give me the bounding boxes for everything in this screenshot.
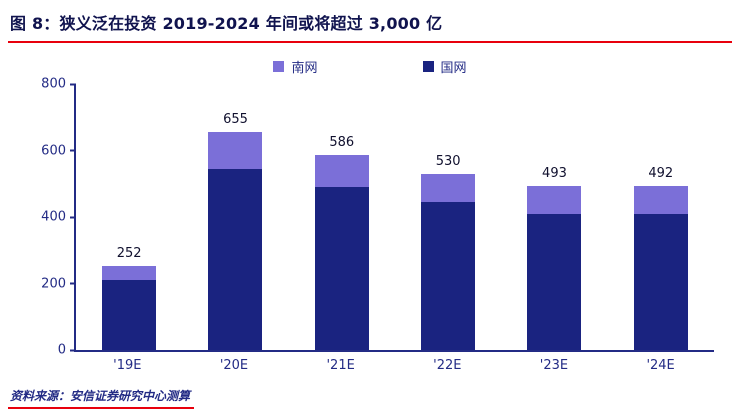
bar-segment-国网: [527, 213, 582, 350]
bar-segment-国网: [421, 202, 476, 350]
bar-segment-南网: [208, 132, 263, 169]
bar-segment-国网: [633, 213, 688, 350]
bar-stack: [633, 186, 688, 350]
y-tick-label: 800: [41, 76, 66, 92]
bar-stack: [527, 186, 582, 350]
y-tick-200: 200: [32, 276, 76, 291]
bar-segment-国网: [314, 187, 369, 350]
x-axis-labels: '19E '20E '21E '22E '23E '24E: [74, 358, 714, 373]
figure-title: 图 8：狭义泛在投资 2019-2024 年间或将超过 3,000 亿: [8, 6, 732, 43]
y-tick-label: 400: [41, 209, 66, 225]
bar-total-label: 252: [116, 246, 142, 262]
bar-segment-南网: [633, 186, 688, 214]
bar-column-3: 586: [314, 84, 369, 350]
bar-total-label: 586: [329, 135, 355, 151]
legend-item-south-grid: 南网: [273, 57, 318, 76]
y-tick-mark: [70, 216, 76, 218]
bar-segment-南网: [527, 186, 582, 214]
legend-swatch-south-grid-icon: [273, 61, 285, 72]
y-tick-label: 200: [41, 276, 66, 291]
bar-stack: [421, 173, 476, 350]
bar-segment-南网: [314, 155, 369, 188]
bar-segment-南网: [421, 173, 476, 203]
legend-swatch-state-grid-icon: [422, 61, 434, 72]
x-axis-label-3: '21E: [326, 358, 355, 373]
bar-total-label: 655: [223, 112, 248, 128]
bar-segment-南网: [102, 266, 157, 281]
y-tick-mark: [70, 349, 76, 351]
y-tick-600: 600: [32, 143, 76, 158]
legend-label-state-grid: 国网: [440, 61, 467, 76]
chart-legend: 南网 国网: [0, 57, 740, 76]
bar-column-4: 530: [421, 84, 476, 350]
y-tick-label: 600: [41, 143, 66, 158]
y-tick-400: 400: [32, 210, 76, 225]
x-axis-label-2: '20E: [219, 358, 249, 373]
bar-segment-国网: [102, 280, 157, 350]
y-tick-mark: [70, 83, 76, 85]
source-note: 资料来源：安信证券研究中心测算: [8, 387, 195, 409]
bar-stack: [208, 132, 263, 350]
y-tick-800: 800: [32, 77, 76, 92]
figure-title-text: 图 8：狭义泛在投资 2019-2024 年间或将超过 3,000 亿: [10, 14, 443, 33]
bar-total-label: 493: [542, 166, 567, 182]
bar-total-label: 492: [648, 166, 674, 182]
legend-item-state-grid: 国网: [422, 57, 467, 76]
y-tick-mark: [70, 149, 76, 152]
x-axis-label-6: '24E: [646, 358, 675, 373]
bar-column-1: 252: [102, 84, 157, 350]
plot-area: 0 200 400 600 800 252 655 586 530 493 492: [41, 77, 714, 358]
x-axis-label-5: '23E: [539, 358, 569, 373]
bar-column-5: 493: [527, 84, 582, 350]
x-axis-label-1: '19E: [113, 358, 142, 373]
y-tick-mark: [70, 282, 76, 285]
x-axis-label-4: '22E: [433, 358, 462, 373]
bar-stack: [102, 266, 157, 350]
bar-stack: [314, 155, 369, 350]
bar-segment-国网: [208, 168, 263, 350]
legend-label-south-grid: 南网: [291, 61, 318, 76]
y-tick-0: 0: [32, 343, 76, 358]
y-tick-label: 0: [57, 342, 66, 358]
bar-column-6: 492: [633, 84, 688, 350]
bars-container: 252 655 586 530 493 492: [76, 84, 714, 350]
source-row: 资料来源：安信证券研究中心测算: [8, 385, 732, 409]
bar-column-2: 655: [208, 84, 263, 350]
bar-total-label: 530: [435, 153, 461, 169]
